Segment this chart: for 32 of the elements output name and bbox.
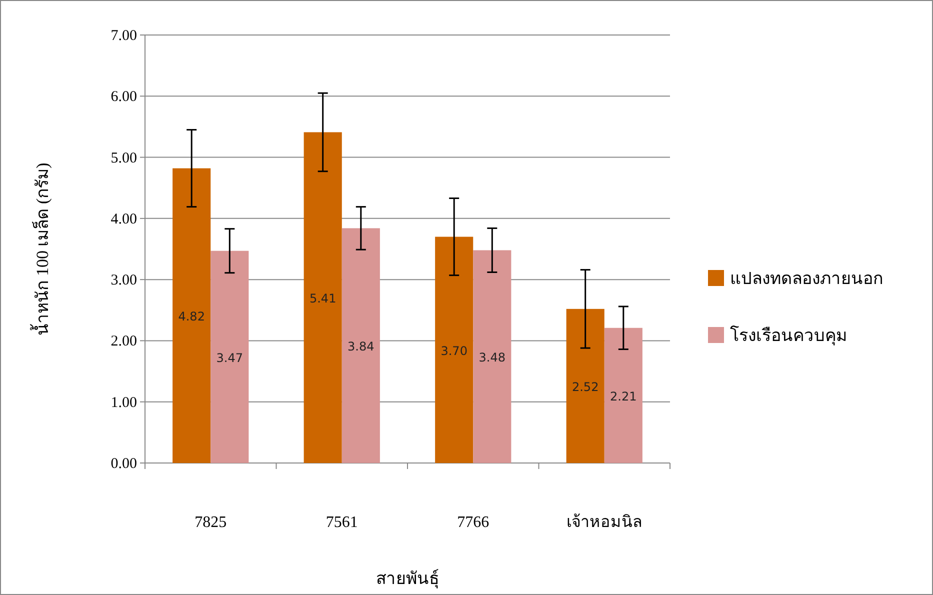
data-label: 5.41 (309, 292, 336, 306)
bar (210, 250, 249, 463)
data-label: 2.21 (610, 389, 637, 404)
x-axis-title: สายพันธุ์ (376, 569, 439, 589)
legend-label: แปลงทดลองภายนอก (730, 269, 883, 288)
y-axis-title: น้ำหนัก 100 เมล็ด (กรัม) (30, 162, 52, 336)
bar (304, 132, 342, 463)
bar (473, 250, 512, 463)
y-tick-label: 4.00 (110, 211, 137, 228)
data-label: 2.52 (572, 380, 599, 394)
y-tick-label: 5.00 (110, 150, 137, 166)
bar (172, 168, 211, 463)
data-label: 4.82 (178, 310, 205, 324)
data-label: 3.47 (216, 350, 244, 365)
y-tick-label: 0.00 (110, 456, 137, 472)
bar (604, 328, 642, 463)
x-tick-label: 7766 (457, 514, 490, 531)
bar (435, 236, 474, 463)
y-tick-label: 2.00 (110, 334, 137, 350)
y-tick-label: 1.00 (110, 394, 137, 411)
data-label: 3.84 (348, 340, 374, 354)
y-tick-label: 6.00 (110, 89, 137, 106)
y-tick-label: 3.00 (110, 272, 137, 289)
x-tick-label: 7561 (326, 514, 358, 531)
legend-label: โรงเรือนควบคุม (730, 325, 847, 346)
y-tick-label: 7.00 (110, 28, 137, 44)
bar (342, 228, 380, 463)
bar (566, 308, 604, 463)
data-label: 3.70 (440, 344, 468, 358)
data-label: 3.48 (478, 350, 506, 365)
x-tick-label: 7825 (194, 514, 227, 531)
x-tick-label: เจ้าหอมนิล (566, 513, 642, 531)
